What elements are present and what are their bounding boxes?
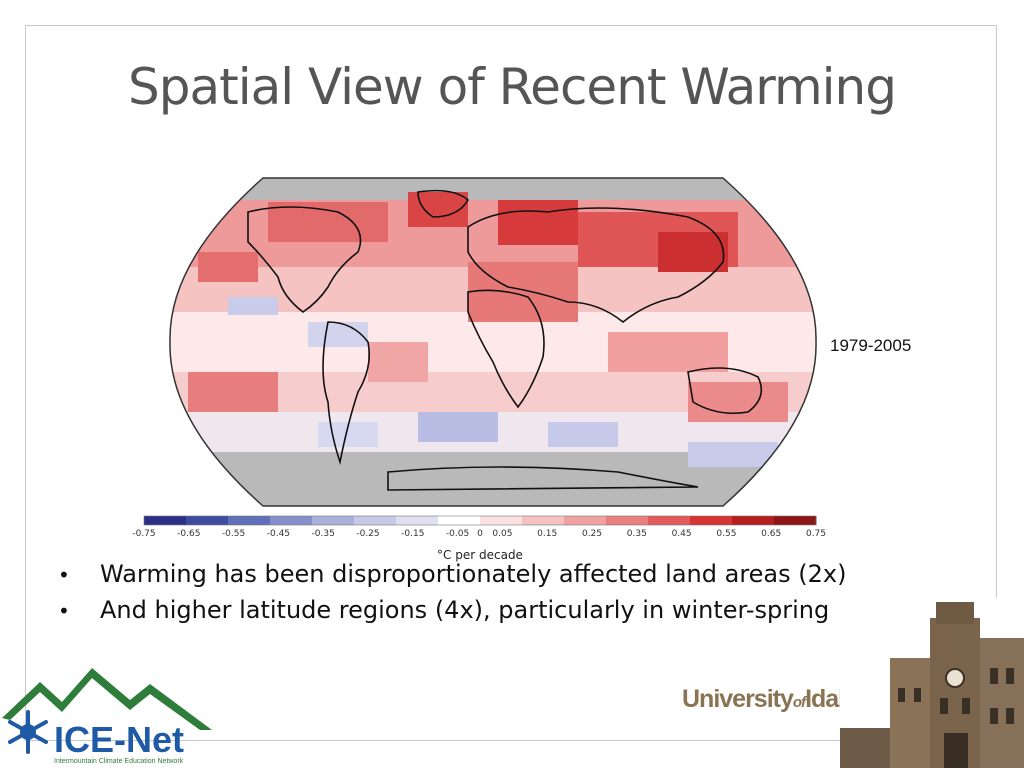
snowflake-icon <box>8 710 48 754</box>
colorbar-swatch <box>186 516 229 525</box>
colorbar-tick-label: -0.05 <box>446 529 469 539</box>
colorbar-tick-label: 0.05 <box>492 529 512 539</box>
colorbar-tick-label: 0.25 <box>582 529 602 539</box>
colorbar-swatch <box>396 516 439 525</box>
colorbar-swatch <box>228 516 271 525</box>
colorbar-unit-label: °C per decade <box>437 548 523 562</box>
warming-map <box>168 172 818 512</box>
colorbar-swatch <box>690 516 733 525</box>
colorbar-swatch <box>438 516 481 525</box>
slide-title: Spatial View of Recent Warming <box>128 58 897 116</box>
colorbar-swatch <box>648 516 691 525</box>
colorbar-swatch <box>354 516 397 525</box>
colorbar-swatch <box>606 516 649 525</box>
colorbar-tick-label: 0.45 <box>672 529 692 539</box>
colorbar-tick-label: 0.35 <box>627 529 647 539</box>
colorbar-tick-label: -0.55 <box>222 529 245 539</box>
icenet-logo: ICE-Net Intermountain Climate Education … <box>0 660 220 768</box>
university-word: University <box>682 685 794 713</box>
colorbar-swatch <box>522 516 565 525</box>
colorbar-tick-label: -0.35 <box>312 529 335 539</box>
colorbar-tick-label: -0.75 <box>132 529 155 539</box>
bullet-item: • Warming has been disproportionately af… <box>58 560 958 596</box>
colorbar-tick-label: 0.75 <box>806 529 826 539</box>
colorbar: -0.75 -0.65 -0.55 -0.45 -0.35 -0.25 -0.15 -0.05… <box>120 512 840 562</box>
colorbar-swatch <box>270 516 313 525</box>
bullet-icon: • <box>58 563 70 587</box>
bullet-list: • Warming has been disproportionately af… <box>58 560 958 632</box>
colorbar-swatch <box>480 516 523 525</box>
colorbar-swatch <box>312 516 355 525</box>
colorbar-tick-label: -0.45 <box>267 529 290 539</box>
colorbar-tick-label: -0.65 <box>177 529 200 539</box>
colorbar-swatch <box>774 516 817 525</box>
bullet-text: And higher latitude regions (4x), partic… <box>100 596 830 624</box>
bullet-icon: • <box>58 599 70 623</box>
icenet-subtitle: Intermountain Climate Education Network <box>54 758 184 765</box>
colorbar-swatch <box>564 516 607 525</box>
university-of-word: of <box>792 694 806 711</box>
colorbar-outline <box>143 515 817 526</box>
administration-building-image <box>840 598 1024 768</box>
colorbar-tick-label: 0 <box>477 529 483 539</box>
period-label: 1979-2005 <box>830 336 912 355</box>
colorbar-tick-label: -0.25 <box>356 529 379 539</box>
colorbar-tick-label: -0.15 <box>401 529 424 539</box>
colorbar-tick-label: 0.55 <box>716 529 736 539</box>
icenet-name: ICE-Net <box>54 719 184 760</box>
bullet-text: Warming has been disproportionately affe… <box>100 560 847 588</box>
colorbar-swatch <box>144 516 187 525</box>
bullet-item: • And higher latitude regions (4x), part… <box>58 596 958 632</box>
colorbar-tick-label: 0.15 <box>537 529 557 539</box>
colorbar-swatch <box>732 516 775 525</box>
colorbar-tick-label: 0.65 <box>761 529 781 539</box>
